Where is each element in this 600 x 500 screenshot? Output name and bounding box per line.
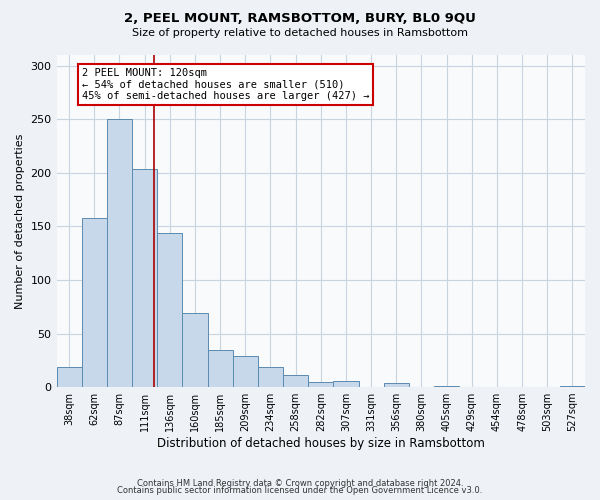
Bar [434,386,459,387]
Text: 2 PEEL MOUNT: 120sqm
← 54% of detached houses are smaller (510)
45% of semi-deta: 2 PEEL MOUNT: 120sqm ← 54% of detached h… [82,68,369,101]
Text: Size of property relative to detached houses in Ramsbottom: Size of property relative to detached ho… [132,28,468,38]
Bar [258,366,283,387]
Bar [56,366,82,387]
Bar [107,120,132,387]
Bar [308,382,334,387]
Bar [233,356,258,387]
Bar [283,376,308,387]
Bar [132,168,157,387]
Bar [82,218,107,387]
Y-axis label: Number of detached properties: Number of detached properties [15,134,25,308]
Bar [383,383,409,387]
Text: Contains HM Land Registry data © Crown copyright and database right 2024.: Contains HM Land Registry data © Crown c… [137,478,463,488]
X-axis label: Distribution of detached houses by size in Ramsbottom: Distribution of detached houses by size … [157,437,485,450]
Bar [334,380,359,387]
Bar [182,313,208,387]
Text: 2, PEEL MOUNT, RAMSBOTTOM, BURY, BL0 9QU: 2, PEEL MOUNT, RAMSBOTTOM, BURY, BL0 9QU [124,12,476,26]
Text: Contains public sector information licensed under the Open Government Licence v3: Contains public sector information licen… [118,486,482,495]
Bar [208,350,233,387]
Bar [157,233,182,387]
Bar [560,386,585,387]
